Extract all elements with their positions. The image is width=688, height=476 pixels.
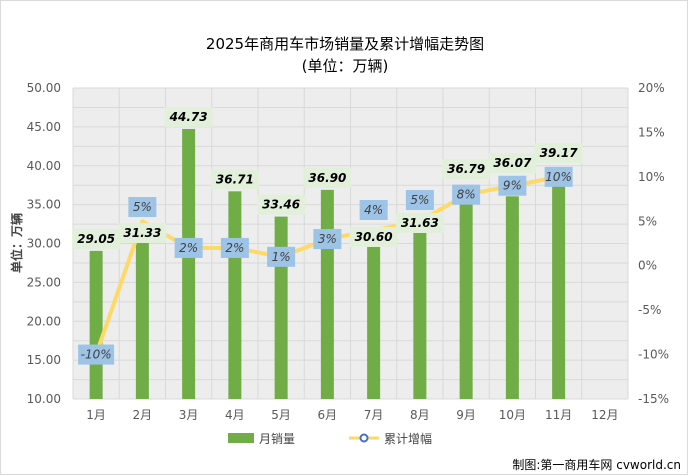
bar-label-bg	[118, 223, 167, 243]
bar-data-label: 44.73	[169, 110, 208, 124]
bar-2月	[135, 233, 149, 399]
bar-label-bg	[349, 227, 398, 247]
bar-7月	[367, 238, 381, 399]
line-label-bg	[128, 197, 157, 217]
x-tick-label: 9月	[456, 408, 476, 422]
footer-credit: 制图:第一商用车网 cvworld.cn	[512, 457, 681, 472]
y-tick-left: 15.00	[27, 353, 61, 367]
y-axis-title: 单位：万辆	[9, 213, 24, 273]
line-label-bg	[220, 237, 249, 258]
line-data-label: 2%	[179, 241, 198, 255]
line-data-label: 4%	[364, 203, 383, 217]
bar-data-label: 36.79	[447, 162, 485, 176]
line-data-label: 1%	[272, 250, 291, 264]
bar-data-label: 29.05	[77, 232, 115, 246]
bar-label-bg	[164, 106, 213, 127]
legend: 月销量 累计增幅	[228, 431, 432, 446]
y-tick-left: 10.00	[27, 392, 61, 406]
line-label-bg	[313, 229, 342, 250]
y-tick-right: 5%	[638, 214, 657, 228]
y-tick-left: 50.00	[27, 81, 61, 95]
bar-4月	[228, 191, 242, 399]
bar-data-label: 36.90	[308, 171, 346, 185]
bar-label-bg	[534, 143, 583, 163]
bar-1月	[89, 250, 103, 399]
x-tick-label: 10月	[499, 408, 526, 422]
y-tick-right: 0%	[638, 259, 657, 273]
bar-data-label: 31.63	[401, 216, 439, 230]
bar-data-label: 33.46	[262, 198, 300, 212]
x-tick-label: 8月	[410, 408, 430, 422]
x-tick-label: 7月	[364, 408, 384, 422]
bar-6月	[320, 189, 334, 399]
line-label-bg	[267, 246, 296, 267]
x-tick-label: 11月	[545, 408, 572, 422]
line-data-label: -10%	[81, 348, 112, 362]
y-tick-left: 30.00	[27, 237, 61, 251]
line-data-label: 2%	[225, 241, 244, 255]
line-label-bg	[498, 175, 527, 196]
line-label-bg	[544, 166, 573, 187]
y-tick-right: 20%	[638, 81, 665, 95]
bar-data-label: 36.07	[493, 156, 532, 170]
y-tick-right: -5%	[638, 303, 661, 317]
legend-line-marker	[359, 433, 369, 443]
bar-label-bg	[303, 167, 352, 188]
bar-11月	[552, 172, 566, 399]
x-tick-label: 1月	[86, 408, 106, 422]
line-data-label: 10%	[545, 170, 572, 184]
line-data-label: 9%	[503, 179, 522, 193]
line-data-label: 5%	[133, 200, 152, 214]
line-data-label: 5%	[410, 193, 429, 207]
y-tick-right: 10%	[638, 170, 665, 184]
legend-bar-label: 月销量	[259, 432, 295, 446]
line-data-label: 3%	[318, 232, 337, 246]
line-label-bg	[452, 184, 481, 205]
chart-subtitle: (单位：万辆)	[302, 57, 389, 75]
chart-title: 2025年商用车市场销量及累计增幅走势图	[206, 35, 484, 53]
bar-10月	[505, 196, 519, 399]
line-data-label: 8%	[457, 188, 476, 202]
bar-label-bg	[210, 169, 259, 190]
legend-line-label: 累计增幅	[384, 431, 432, 446]
bar-data-label: 36.71	[216, 172, 254, 186]
line-label-bg	[78, 344, 115, 365]
line-label-bg	[405, 190, 434, 210]
bar-data-label: 39.17	[540, 146, 579, 160]
y-tick-left: 45.00	[27, 120, 61, 134]
bar-9月	[459, 190, 473, 399]
bar-8月	[413, 230, 427, 399]
y-tick-left: 20.00	[27, 314, 61, 328]
x-tick-label: 2月	[133, 408, 153, 422]
y-tick-left: 35.00	[27, 198, 61, 212]
bar-data-label: 30.60	[355, 230, 393, 244]
x-tick-label: 5月	[271, 408, 291, 422]
x-tick-label: 3月	[179, 408, 199, 422]
x-tick-label: 6月	[318, 408, 338, 422]
bar-5月	[274, 216, 288, 399]
y-tick-right: 15%	[638, 125, 665, 139]
x-tick-label: 12月	[591, 408, 618, 422]
bar-3月	[182, 128, 196, 399]
bar-label-bg	[257, 194, 306, 215]
bar-label-bg	[395, 213, 444, 233]
bar-label-bg	[72, 228, 121, 249]
legend-bar-swatch	[228, 433, 254, 443]
bar-data-label: 31.33	[123, 226, 161, 240]
y-tick-right: -10%	[638, 348, 669, 362]
y-tick-right: -15%	[638, 392, 669, 406]
x-tick-label: 4月	[225, 408, 245, 422]
y-tick-left: 40.00	[27, 159, 61, 173]
bar-label-bg	[488, 153, 537, 173]
line-label-bg	[174, 237, 203, 258]
bar-label-bg	[442, 159, 491, 179]
line-label-bg	[359, 200, 388, 220]
y-tick-left: 25.00	[27, 275, 61, 289]
